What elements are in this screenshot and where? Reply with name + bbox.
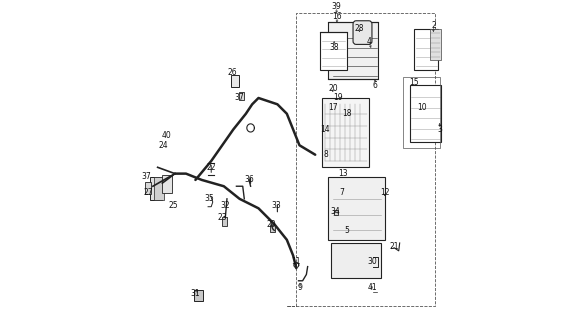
Bar — [331, 243, 382, 278]
Text: 37: 37 — [142, 172, 151, 181]
Text: 33: 33 — [272, 201, 282, 210]
Text: 35: 35 — [205, 194, 215, 203]
Text: 27: 27 — [144, 188, 154, 197]
Text: 20: 20 — [328, 84, 338, 93]
Text: 14: 14 — [321, 125, 330, 134]
Text: 30: 30 — [367, 257, 377, 266]
Bar — [328, 22, 378, 79]
Text: 8: 8 — [324, 150, 329, 159]
Bar — [222, 217, 227, 226]
Bar — [328, 177, 385, 240]
Text: 28: 28 — [354, 24, 364, 33]
Bar — [270, 225, 274, 232]
Text: 12: 12 — [380, 188, 389, 197]
Bar — [404, 77, 440, 148]
Bar — [238, 92, 244, 100]
Text: 29: 29 — [266, 220, 276, 228]
FancyBboxPatch shape — [353, 21, 372, 44]
Bar — [415, 28, 438, 70]
Bar — [145, 181, 151, 194]
Text: 5: 5 — [345, 226, 349, 235]
Text: 9: 9 — [297, 283, 302, 292]
Text: 37: 37 — [235, 93, 244, 102]
Text: 19: 19 — [334, 93, 343, 102]
Text: 36: 36 — [244, 175, 254, 184]
Text: 24: 24 — [158, 141, 168, 150]
Text: 3: 3 — [437, 125, 442, 134]
Text: 26: 26 — [228, 68, 237, 77]
Bar — [321, 98, 369, 167]
Bar — [430, 28, 441, 60]
Text: 6: 6 — [373, 81, 378, 90]
Text: 10: 10 — [418, 103, 427, 112]
Text: 41: 41 — [367, 283, 377, 292]
Bar — [231, 75, 239, 87]
Text: 4: 4 — [367, 37, 371, 46]
Text: 13: 13 — [338, 169, 348, 178]
Text: 7: 7 — [339, 188, 345, 197]
Text: 39: 39 — [332, 2, 342, 11]
Bar — [150, 177, 162, 200]
Text: 16: 16 — [332, 12, 342, 20]
Text: 25: 25 — [169, 201, 178, 210]
Text: 21: 21 — [389, 242, 399, 251]
Bar — [154, 177, 164, 200]
Text: 2: 2 — [431, 21, 436, 30]
Text: 40: 40 — [162, 131, 171, 140]
Bar — [194, 290, 204, 301]
Text: 22: 22 — [206, 163, 216, 172]
Text: 31: 31 — [191, 289, 200, 298]
Bar — [162, 175, 172, 193]
Text: 11: 11 — [292, 257, 301, 266]
Bar — [334, 210, 338, 215]
Bar — [410, 85, 441, 142]
Text: 23: 23 — [218, 213, 227, 222]
Bar — [320, 32, 347, 70]
Text: 17: 17 — [328, 103, 338, 112]
Text: 34: 34 — [330, 207, 340, 216]
Text: 18: 18 — [342, 109, 351, 118]
Text: 32: 32 — [220, 201, 230, 210]
Text: 38: 38 — [329, 43, 339, 52]
Text: 15: 15 — [409, 78, 419, 87]
